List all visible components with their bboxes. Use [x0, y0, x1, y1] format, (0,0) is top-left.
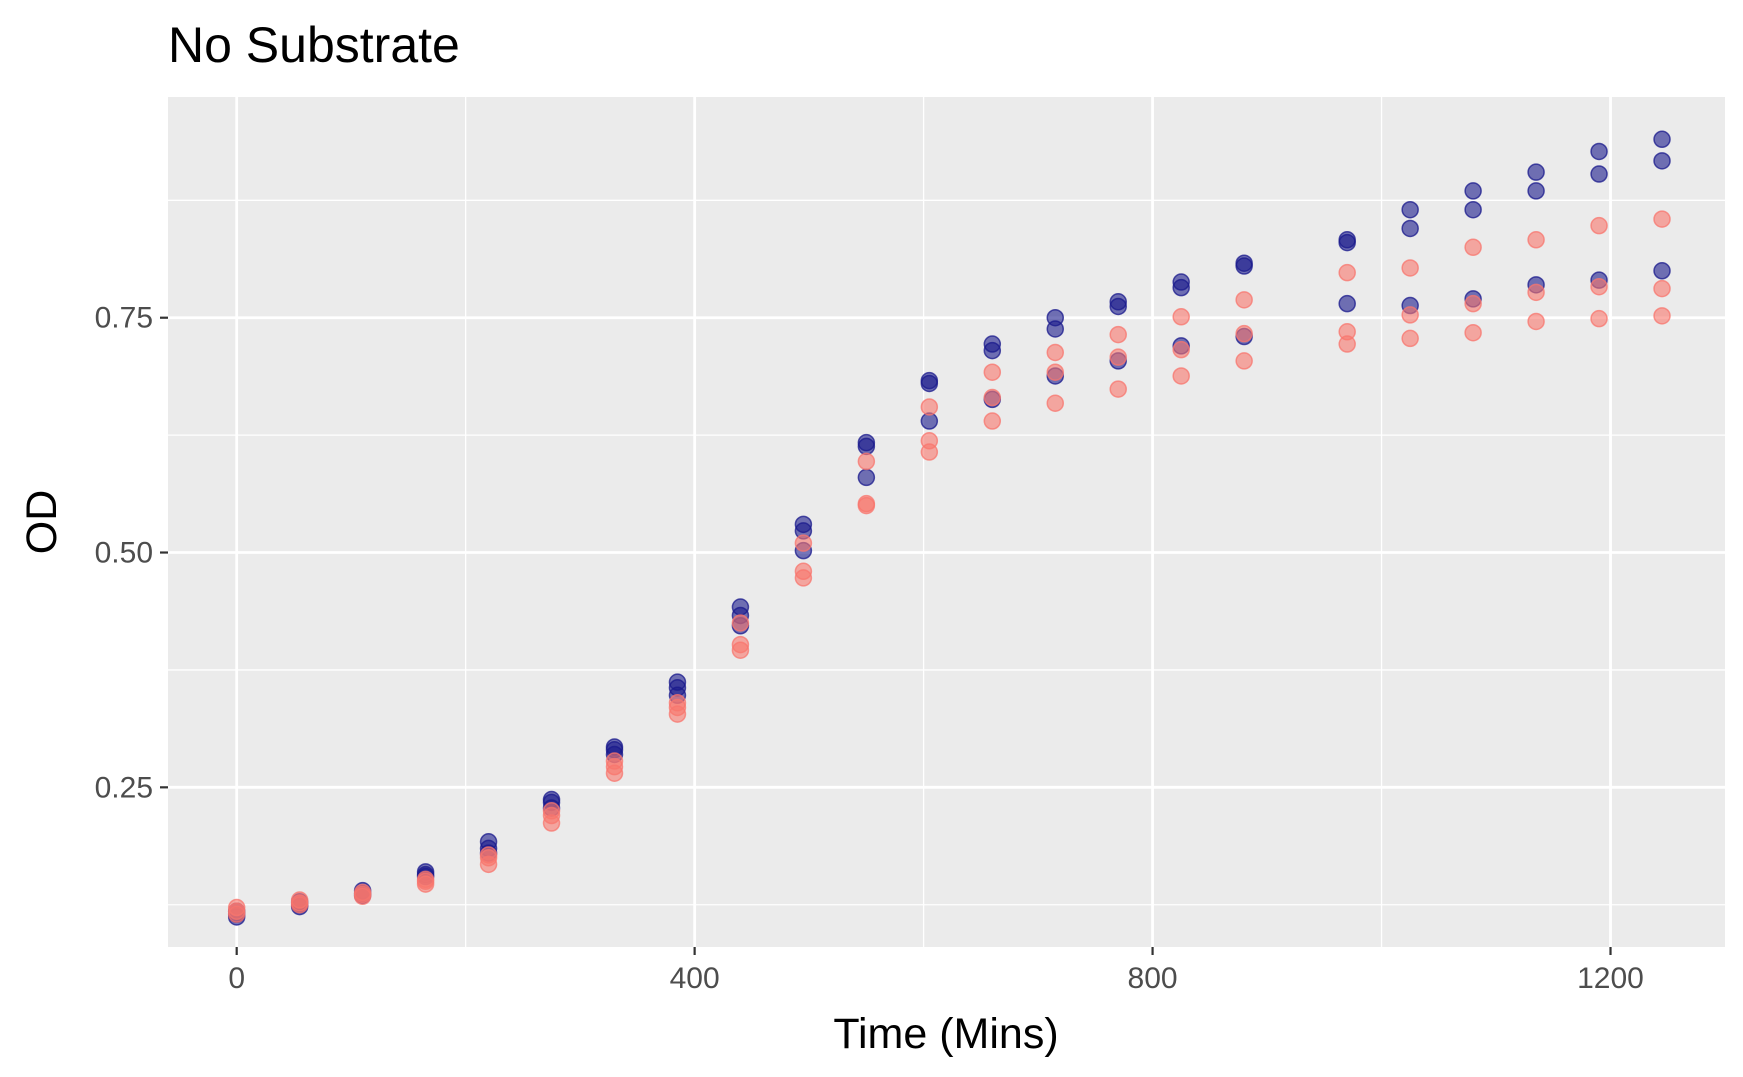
- data-point: [542, 814, 561, 832]
- data-point: [857, 468, 876, 487]
- data-point: [983, 388, 1002, 407]
- data-point: [1046, 343, 1065, 362]
- data-point: [416, 875, 435, 893]
- data-point: [290, 895, 309, 914]
- data-point: [1338, 335, 1356, 353]
- data-point: [920, 398, 939, 416]
- data-point: [1338, 294, 1356, 313]
- data-point: [1653, 210, 1671, 228]
- axes: 0 400 800 1200 0.25 0.50 0.75: [95, 302, 1644, 995]
- x-axis-title: Time (Mins): [833, 1010, 1058, 1058]
- data-point: [857, 496, 876, 515]
- data-point: [731, 614, 750, 632]
- data-point: [1464, 200, 1482, 219]
- data-point: [1527, 312, 1545, 331]
- data-point: [1590, 142, 1608, 161]
- data-point: [1401, 306, 1419, 324]
- data-point: [1527, 283, 1545, 302]
- series-2: [227, 210, 1671, 923]
- data-point: [1338, 233, 1356, 252]
- data-point: [1172, 278, 1190, 297]
- data-point: [1590, 309, 1608, 328]
- data-point: [983, 412, 1002, 430]
- data-point: [1590, 277, 1608, 296]
- data-point: [1172, 367, 1190, 385]
- data-point: [1046, 363, 1065, 381]
- data-point: [1464, 294, 1482, 313]
- data-point: [1401, 259, 1419, 277]
- y-tick-label: 0.50: [95, 537, 153, 570]
- data-point: [1172, 340, 1190, 359]
- data-point: [1464, 182, 1482, 200]
- data-point: [1590, 216, 1608, 235]
- data-point: [1401, 219, 1419, 238]
- data-point: [353, 887, 372, 906]
- data-point: [983, 341, 1002, 360]
- data-point: [1235, 291, 1253, 309]
- data-point: [920, 374, 939, 393]
- data-point: [920, 443, 939, 461]
- y-tick-label: 0.25: [95, 771, 153, 804]
- data-point: [1235, 257, 1253, 275]
- chart-title: No Substrate: [168, 17, 460, 73]
- data-point: [1653, 307, 1671, 325]
- data-point: [794, 534, 813, 552]
- x-tick-label: 1200: [1577, 962, 1644, 995]
- data-point: [1653, 152, 1671, 170]
- x-tick-label: 400: [670, 962, 720, 995]
- data-point: [857, 437, 876, 456]
- data-point: [479, 855, 498, 874]
- data-point: [1109, 325, 1127, 344]
- data-point: [794, 569, 813, 587]
- data-point: [1109, 380, 1127, 398]
- data-point: [227, 905, 246, 923]
- x-tick-label: 800: [1128, 962, 1178, 995]
- data-point: [1590, 165, 1608, 183]
- y-axis-title: OD: [18, 490, 66, 555]
- data-point: [605, 764, 624, 782]
- data-point: [1527, 163, 1545, 181]
- data-point: [1653, 262, 1671, 280]
- data-point: [1401, 200, 1419, 219]
- data-point: [1464, 238, 1482, 257]
- data-point: [1527, 231, 1545, 249]
- data-point: [1235, 352, 1253, 370]
- data-point: [1172, 308, 1190, 326]
- plot-panel: [168, 97, 1725, 947]
- y-tick-label: 0.75: [95, 302, 153, 335]
- data-point: [983, 363, 1002, 381]
- grid-lines: [168, 97, 1725, 947]
- data-points: [227, 130, 1671, 926]
- data-point: [1653, 130, 1671, 149]
- data-point: [1464, 323, 1482, 342]
- data-point: [1235, 324, 1253, 343]
- data-point: [668, 705, 687, 723]
- data-point: [1401, 329, 1419, 348]
- data-point: [1046, 394, 1065, 412]
- x-tick-label: 0: [228, 962, 245, 995]
- data-point: [1046, 320, 1065, 338]
- data-point: [731, 641, 750, 659]
- data-point: [1527, 182, 1545, 200]
- data-point: [1109, 297, 1127, 316]
- data-point: [1109, 348, 1127, 366]
- data-point: [857, 452, 876, 471]
- data-point: [1653, 279, 1671, 298]
- data-point: [1338, 263, 1356, 282]
